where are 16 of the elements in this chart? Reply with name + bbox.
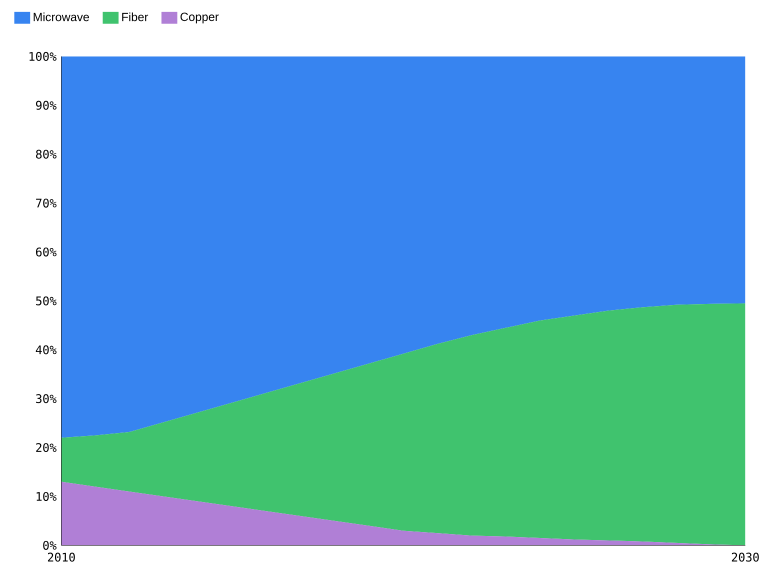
y-tick-label: 80%	[36, 150, 57, 159]
x-tick-label: 2030	[732, 552, 759, 562]
x-tick-label: 2010	[48, 552, 75, 562]
legend-label: Fiber	[122, 12, 148, 22]
y-tick-label: 20%	[36, 443, 57, 452]
y-tick-label: 60%	[36, 248, 57, 257]
legend-label: Copper	[180, 12, 219, 24]
y-tick-label: 40%	[36, 345, 57, 354]
y-tick-label: 10%	[36, 492, 57, 501]
y-tick-label: 0%	[43, 540, 57, 550]
y-tick-label: 100%	[30, 52, 57, 61]
y-tick-label: 50%	[36, 296, 57, 306]
y-tick-label: 30%	[36, 394, 57, 404]
y-tick-label: 70%	[36, 198, 57, 208]
legend-label: Microwave	[34, 12, 90, 22]
y-tick-label: 90%	[36, 100, 57, 110]
